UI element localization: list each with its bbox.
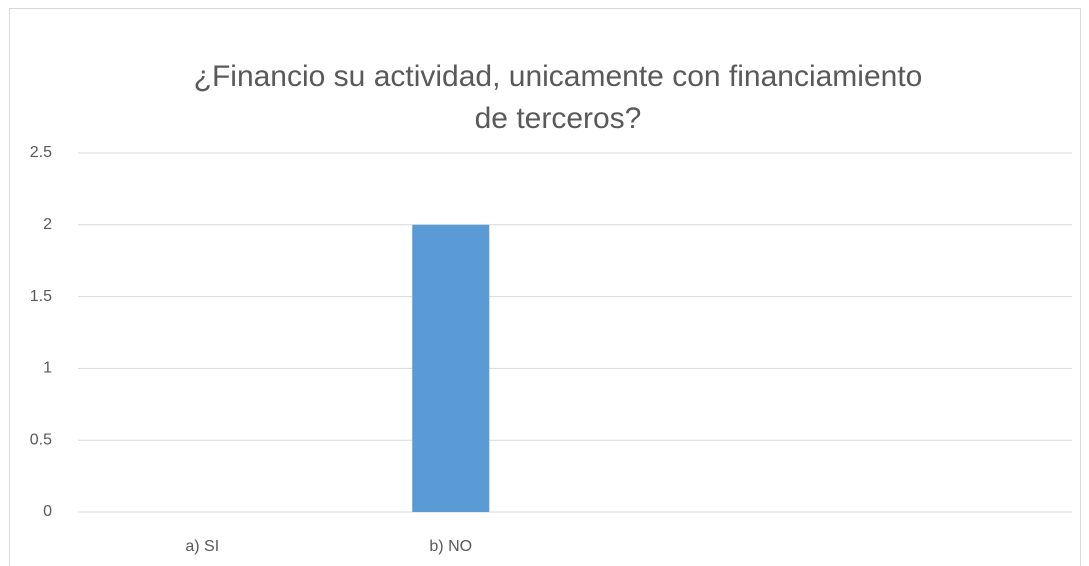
y-tick-label: 0 [43, 503, 52, 520]
bar [412, 224, 490, 513]
x-tick-label: a) SI [185, 538, 219, 555]
y-tick-label: 1 [43, 360, 52, 377]
y-tick-label: 2.5 [30, 144, 52, 161]
chart-title: ¿Financio su actividad, unicamente con f… [194, 60, 923, 93]
y-tick-label: 0.5 [30, 431, 52, 448]
y-tick-label: 2 [43, 216, 52, 233]
chart-frame [9, 8, 1081, 566]
chart-title: de terceros? [475, 102, 642, 135]
x-tick-label: b) NO [429, 538, 472, 555]
y-tick-label: 1.5 [30, 288, 52, 305]
